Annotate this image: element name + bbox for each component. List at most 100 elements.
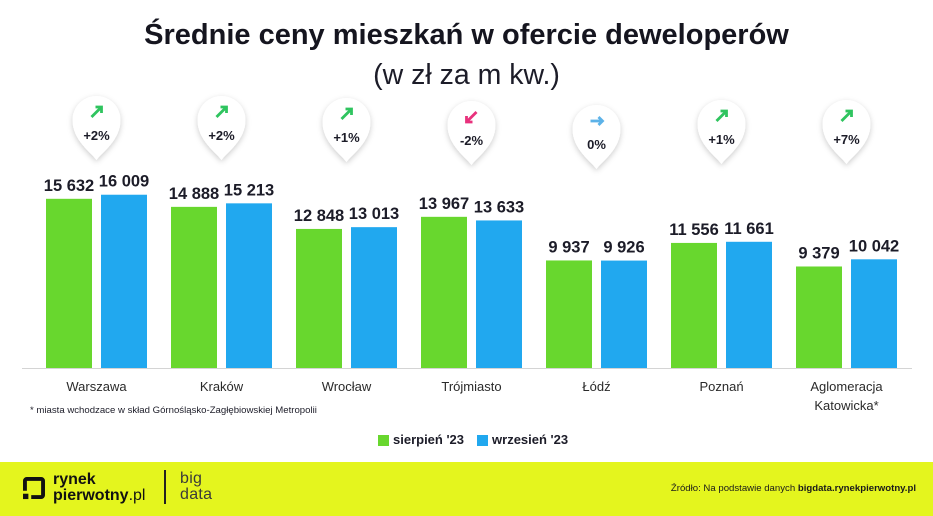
source-prefix: Źródło: Na podstawie danych [670,483,798,494]
arrow-up-right-icon [840,109,853,122]
badge-shape [197,96,246,160]
arrow-shaft [215,106,228,118]
change-badge: +2% [72,96,121,160]
change-badge: +1% [322,98,371,162]
data-label: 9 937 [548,238,589,256]
arrow-up-right-icon [715,109,728,122]
arrow-head [720,109,728,117]
logo-line-2-suffix: .pl [128,487,146,504]
arrow-head [345,107,353,115]
data-label: 13 633 [474,198,524,216]
data-label: 9 379 [798,244,839,262]
arrow-up-right-icon [90,105,103,118]
bar-series-1 [546,260,592,368]
source-link: bigdata.rynekpierwotny.pl [797,483,916,494]
arrow-shaft [90,106,103,118]
legend-item-august: sierpień '23 [378,431,464,449]
data-label: 13 013 [349,205,399,223]
bar-series-2 [101,194,147,368]
change-label: +1% [333,130,360,145]
arrow-shaft [840,110,853,122]
change-badges: +2% +2% +1% -2% 0% +1% +7% [72,96,871,169]
badge-shape [72,96,121,160]
bar-series-1 [171,206,217,368]
arrow-down-left-icon [465,111,478,124]
change-badge: +1% [697,100,746,164]
arrow-head [597,116,605,126]
change-label: +1% [708,132,735,147]
data-label: 15 213 [224,181,274,199]
change-badge: +2% [197,96,246,160]
bar-series-2 [351,227,397,368]
change-label: 0% [587,137,606,152]
badge-shape [447,101,496,165]
arrow-head [95,105,103,113]
logo-line-2: pierwotny.pl [53,488,145,504]
change-badge: +7% [822,100,871,164]
bar-series-1 [671,242,717,368]
badge-shape [697,100,746,164]
data-label: 13 967 [419,195,469,213]
category-label: Wrocław [321,379,372,394]
data-label: 11 661 [724,220,774,238]
bar-series-1 [421,216,467,368]
logo-wordmark: rynek pierwotny.pl [53,472,145,504]
logo-divider [164,470,166,504]
arrow-head [845,109,853,117]
footer-bar: rynek pierwotny.pl big data Źródło: Na p… [0,462,933,516]
chart-title: Średnie ceny mieszkań w ofercie dewelope… [144,19,789,51]
change-label: -2% [460,133,484,148]
bigdata-logo: big data [180,471,212,503]
logo-mark-icon [22,476,46,500]
bar-series-2 [226,203,272,368]
category-label: Aglomeracja Katowicka* [810,379,883,413]
legend: sierpień '23 wrzesień '23 [378,431,568,449]
category-label: Warszawa [66,379,127,394]
change-badge: 0% [572,105,621,169]
bar-series-2 [476,220,522,368]
arrow-head [220,105,228,113]
data-label: 11 556 [669,221,719,239]
badge-shape [572,105,621,169]
data-label: 14 888 [169,185,219,203]
bigdata-line-1: big [180,470,203,487]
bar-series-1 [46,198,92,368]
change-label: +2% [83,128,110,143]
legend-label: wrzesień '23 [492,432,569,447]
arrow-head [465,116,473,124]
chart-subtitle: (w zł za m kw.) [373,59,560,91]
bar-series-1 [796,266,842,368]
category-label: Kraków [199,379,244,394]
data-label: 16 009 [99,173,149,191]
category-label: Trójmiasto [441,379,502,394]
logo-line-2-bold: pierwotny [53,487,129,504]
footnote: * miasta wchodzace w skład Górnośląsko-Z… [30,405,317,416]
bars [46,194,897,368]
arrow-up-right-icon [215,105,228,118]
data-label: 12 848 [294,207,344,225]
legend-swatch-green [378,434,389,446]
bar-chart: 15 632 14 888 12 848 13 967 9 937 11 556 9 379… [22,96,912,369]
data-labels: 15 632 14 888 12 848 13 967 9 937 11 556 9 379… [44,173,899,263]
data-label: 10 042 [849,237,899,255]
change-label: +2% [208,128,235,143]
logo-line-1: rynek [53,471,96,488]
rynekpierwotny-logo: rynek pierwotny.pl [22,472,145,504]
change-badge: -2% [447,101,496,165]
legend-item-september: wrzesień '23 [477,431,568,449]
bar-series-1 [296,228,342,368]
arrow-shaft [465,111,478,123]
legend-label: sierpień '23 [393,432,465,447]
bar-series-2 [601,260,647,368]
chart-area: 15 632 14 888 12 848 13 967 9 937 11 556 9 379… [22,96,912,413]
badge-shape [822,100,871,164]
data-label: 9 926 [603,239,644,257]
change-label: +7% [833,132,860,147]
legend-swatch-blue [477,434,489,446]
arrow-up-right-icon [340,107,353,120]
arrow-shaft [340,108,353,120]
data-label: 15 632 [44,177,94,195]
badge-shape [322,98,371,162]
category-label: Łódź [582,379,611,394]
bigdata-line-2: data [180,486,213,503]
